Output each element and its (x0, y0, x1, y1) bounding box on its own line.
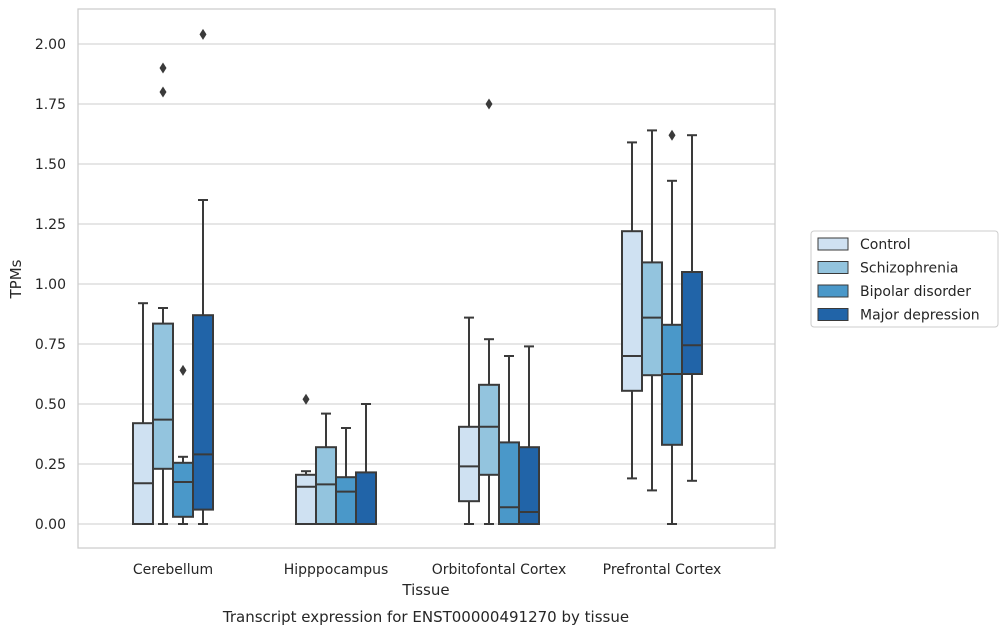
box-group (152, 62, 174, 525)
box-group (681, 134, 703, 482)
x-axis-ticks: Cerebellum Hipppocampus Orbitofontal Corte… (133, 562, 721, 578)
box-group (458, 316, 480, 525)
box (478, 383, 500, 476)
y-tick-label: 0.75 (35, 337, 66, 353)
box-group (295, 393, 317, 525)
y-tick-label: 0.50 (35, 397, 66, 413)
legend-label: Bipolar disorder (860, 284, 971, 300)
y-tick-label: 2.00 (35, 37, 66, 53)
x-tick-label: Cerebellum (133, 562, 213, 578)
box-group (621, 141, 643, 480)
box (681, 271, 703, 375)
outlier-point (179, 364, 187, 376)
y-tick-label: 0.00 (35, 517, 66, 533)
box-group (315, 412, 337, 526)
box (641, 261, 663, 377)
box-group (172, 364, 194, 525)
box-group (335, 427, 357, 526)
box-group (192, 28, 214, 525)
box-group (478, 98, 500, 525)
legend-label: Major depression (860, 308, 980, 324)
box (172, 461, 194, 518)
box-group (498, 355, 520, 525)
legend-swatch (817, 237, 849, 251)
x-tick-label: Orbitofontal Cortex (432, 562, 567, 578)
y-tick-label: 1.75 (35, 97, 66, 113)
box (192, 314, 214, 511)
box (295, 473, 317, 525)
legend-frame (810, 230, 999, 328)
outlier-point (485, 98, 493, 110)
box-group (518, 345, 540, 526)
box-group (661, 129, 683, 525)
plot-area-frame (77, 8, 776, 549)
box-group (355, 403, 377, 525)
outlier-point (199, 28, 207, 40)
box (518, 446, 540, 526)
chart-title: Transcript expression for ENST0000049127… (222, 608, 629, 626)
y-axis-ticks: 0.00 0.25 0.50 0.75 1.00 1.25 1.50 1.75 2.00 (35, 37, 66, 533)
box (661, 323, 683, 446)
legend-swatch (817, 284, 849, 298)
y-tick-label: 1.25 (35, 217, 66, 233)
box (152, 322, 174, 470)
legend-label: Control (860, 237, 911, 253)
y-tick-label: 1.50 (35, 157, 66, 173)
box (355, 471, 377, 525)
outlier-point (159, 86, 167, 98)
legend: Control Schizophrenia Bipolar disorder Majo… (810, 230, 999, 328)
gridlines (78, 43, 775, 525)
x-tick-label: Prefrontal Cortex (603, 562, 722, 578)
box (335, 476, 357, 526)
box (458, 425, 480, 503)
outlier-point (668, 129, 676, 141)
outlier-point (302, 393, 310, 405)
legend-swatch (817, 308, 849, 321)
y-tick-label: 1.00 (35, 277, 66, 293)
box-series-layer (132, 28, 703, 526)
legend-swatch (817, 261, 849, 274)
y-tick-label: 0.25 (35, 457, 66, 473)
box (132, 422, 154, 526)
box-group (641, 129, 663, 492)
x-axis-label: Tissue (401, 581, 449, 599)
x-tick-label: Hipppocampus (284, 562, 389, 578)
box (621, 230, 643, 392)
y-axis-label: TPMs (7, 259, 25, 299)
outlier-point (159, 62, 167, 74)
box (498, 441, 520, 525)
legend-label: Schizophrenia (860, 261, 958, 277)
box-group (132, 302, 154, 526)
box (315, 446, 337, 526)
